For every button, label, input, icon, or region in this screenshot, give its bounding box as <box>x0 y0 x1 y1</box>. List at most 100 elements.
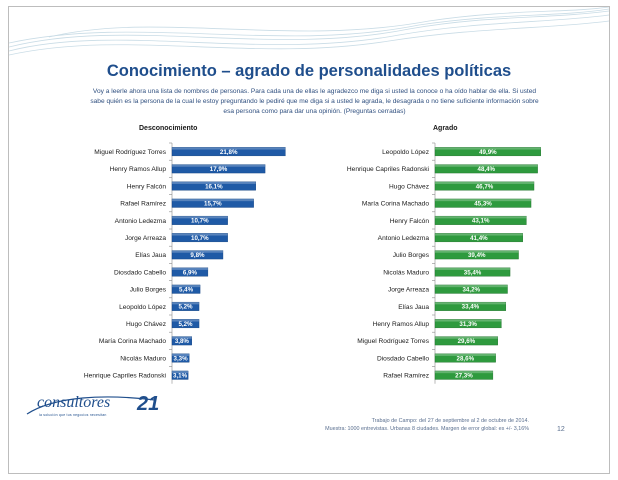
agrado-value-label: 43,1% <box>472 218 490 225</box>
desconocimiento-bar-highlight <box>172 336 192 339</box>
desconocimiento-value-label: 10,7% <box>191 235 209 242</box>
agrado-bar <box>434 215 527 225</box>
desconocimiento-category-label: Hugo Chávez <box>126 321 166 328</box>
desconocimiento-bar <box>171 267 209 277</box>
agrado-value-label: 48,4% <box>478 166 496 173</box>
agrado-category-label: Julio Borges <box>393 252 430 259</box>
desconocimiento-category-label: Diosdado Cabello <box>114 269 166 276</box>
agrado-value-label: 34,2% <box>462 287 480 294</box>
agrado-category-label: Rafael Ramírez <box>383 373 429 380</box>
desconocimiento-category-label: Rafael Ramírez <box>120 201 166 208</box>
agrado-value-label: 31,3% <box>459 321 477 328</box>
desconocimiento-bar-highlight <box>172 284 201 288</box>
desconocimiento-category-label: Antonio Ledezma <box>115 218 167 225</box>
agrado-bar-highlight <box>435 319 502 322</box>
agrado-bar <box>434 233 523 243</box>
agrado-category-label: Leopoldo López <box>382 149 429 156</box>
agrado-bar <box>434 353 496 363</box>
agrado-value-label: 39,4% <box>468 252 486 259</box>
desconocimiento-value-label: 5,2% <box>178 321 193 328</box>
desconocimiento-bar <box>171 284 201 294</box>
agrado-category-label: Jorge Arreaza <box>388 287 429 294</box>
desconocimiento-value-label: 6,9% <box>183 269 198 276</box>
desconocimiento-bar-highlight <box>172 353 190 356</box>
agrado-category-label: Henry Falcón <box>390 218 430 225</box>
agrado-value-label: 35,4% <box>464 269 482 276</box>
agrado-bar-highlight <box>435 216 527 219</box>
desconocimiento-bar <box>171 215 228 225</box>
agrado-bar-highlight <box>435 164 538 167</box>
slide: Conocimiento – agrado de personalidades … <box>8 6 610 474</box>
agrado-bar-highlight <box>435 181 535 184</box>
agrado-category-label: María Corina Machado <box>362 201 429 208</box>
agrado-bar-highlight <box>435 267 511 270</box>
desconocimiento-bar-highlight <box>172 147 286 150</box>
desconocimiento-value-label: 3,8% <box>175 338 190 345</box>
agrado-category-label: Henrique Capriles Radonski <box>347 166 430 173</box>
agrado-bar-highlight <box>435 147 541 150</box>
desconocimiento-value-label: 9,8% <box>190 252 205 259</box>
desconocimiento-value-label: 3,1% <box>173 373 188 380</box>
desconocimiento-category-label: Leopoldo López <box>119 304 166 311</box>
desconocimiento-value-label: 3,3% <box>174 355 189 362</box>
agrado-bar <box>434 319 502 329</box>
sample-note: Muestra: 1000 entrevistas. Urbanas 8 ciu… <box>325 426 529 432</box>
logo-swoosh-icon <box>26 396 156 415</box>
desconocimiento-category-label: Julio Borges <box>130 287 167 294</box>
agrado-category-label: Miguel Rodríguez Torres <box>357 338 429 345</box>
agrado-bar-highlight <box>435 353 496 356</box>
desconocimiento-bar-highlight <box>172 216 228 219</box>
desconocimiento-value-label: 15,7% <box>204 201 222 208</box>
desconocimiento-value-label: 21,8% <box>220 149 238 156</box>
page-number: 12 <box>557 426 565 433</box>
desconocimiento-bar <box>171 233 228 243</box>
desconocimiento-value-label: 10,7% <box>191 218 209 225</box>
agrado-bar-highlight <box>435 284 508 288</box>
desconocimiento-category-label: María Corina Machado <box>99 338 166 345</box>
desconocimiento-bar <box>171 164 266 174</box>
agrado-bar <box>434 181 535 191</box>
agrado-bar <box>434 336 498 346</box>
desconocimiento-bar <box>171 198 254 208</box>
desconocimiento-category-label: Jorge Arreaza <box>125 235 166 242</box>
agrado-category-label: Nicolás Maduro <box>383 269 429 276</box>
desconocimiento-value-label: 16,1% <box>205 183 223 190</box>
chart-title-agrado: Agrado <box>433 125 458 132</box>
agrado-bar <box>434 284 508 294</box>
desconocimiento-category-label: Miguel Rodríguez Torres <box>94 149 166 156</box>
agrado-bar-highlight <box>435 198 532 202</box>
desconocimiento-bar <box>171 336 192 346</box>
desconocimiento-bar <box>171 319 200 329</box>
desconocimiento-bar <box>171 301 200 311</box>
bar-chart-desconocimiento: Miguel Rodríguez Torres 21,8% Henry Ramos … <box>84 142 286 384</box>
desconocimiento-bar <box>171 250 224 260</box>
agrado-value-label: 45,3% <box>474 201 492 208</box>
fieldwork-dates: Trabajo de Campo: del 27 de septiembre a… <box>371 418 529 424</box>
agrado-bar <box>434 147 541 157</box>
agrado-category-label: Diosdado Cabello <box>377 355 429 362</box>
company-logo: consultores 21 la solución que tus negoc… <box>25 392 165 422</box>
agrado-value-label: 28,6% <box>457 355 475 362</box>
desconocimiento-bar-highlight <box>172 181 256 184</box>
desconocimiento-bar <box>171 353 190 363</box>
desconocimiento-bar-highlight <box>172 267 208 270</box>
agrado-value-label: 46,7% <box>476 183 494 190</box>
agrado-bar <box>434 267 511 277</box>
desconocimiento-bar <box>171 147 286 157</box>
desconocimiento-category-label: Henry Falcón <box>127 183 167 190</box>
agrado-bar <box>434 250 519 260</box>
desconocimiento-bar-highlight <box>172 319 200 322</box>
desconocimiento-value-label: 17,9% <box>210 166 228 173</box>
page-title: Conocimiento – agrado de personalidades … <box>106 62 512 80</box>
agrado-category-label: Elías Jaua <box>398 304 429 311</box>
desconocimiento-bar <box>171 370 189 380</box>
agrado-category-label: Hugo Chávez <box>389 183 429 190</box>
chart-agrado: Agrado Leopoldo López 49,9% Henrique Capri… <box>313 125 583 395</box>
desconocimiento-category-label: Henrique Capriles Radonski <box>84 373 167 380</box>
chart-title-desconocimiento: Desconocimiento <box>139 125 198 132</box>
desconocimiento-bar-highlight <box>172 198 254 202</box>
desconocimiento-value-label: 5,2% <box>178 304 193 311</box>
desconocimiento-category-label: Henry Ramos Allup <box>110 166 167 173</box>
logo-subtext: la solución que tus negocios necesitan <box>39 413 107 417</box>
agrado-bar <box>434 164 538 174</box>
